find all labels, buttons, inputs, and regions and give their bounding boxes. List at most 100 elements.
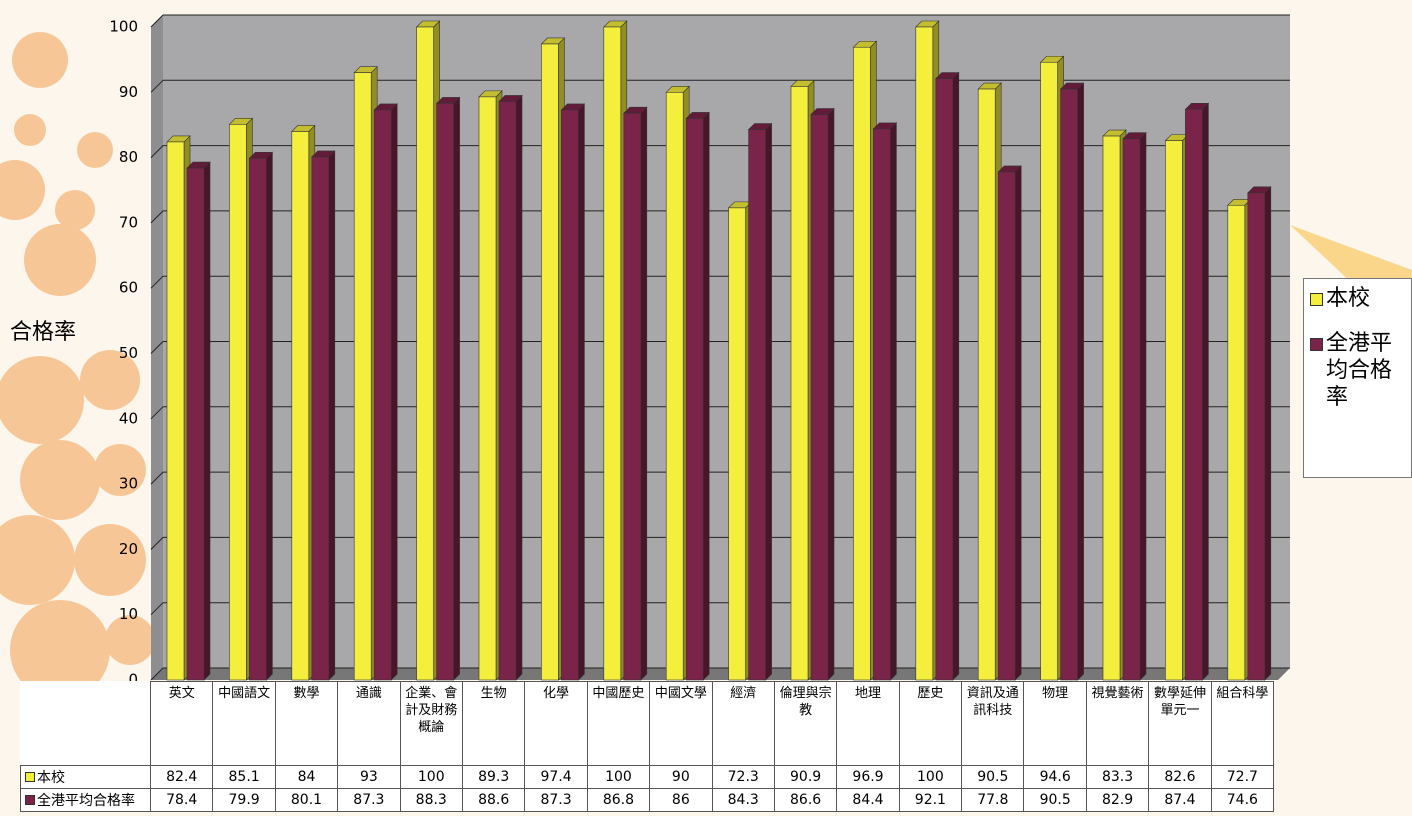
y-tick-label: 50 (119, 344, 138, 362)
y-axis-label: 合格率 (10, 320, 77, 345)
y-tick-label: 100 (109, 18, 138, 36)
x-tick-label: 通識 (337, 681, 401, 766)
grid-line (150, 341, 164, 354)
bar-front (1040, 61, 1058, 681)
value-cell: 84.3 (711, 788, 775, 812)
value-cell: 86.6 (773, 788, 838, 812)
row-label: 全港平均合格率 (20, 788, 151, 812)
value-cell: 88.3 (399, 788, 463, 812)
y-tick-label: 0 (128, 671, 138, 689)
bar (435, 96, 461, 681)
bar-front (229, 123, 247, 681)
y-tick-label: 40 (119, 409, 138, 427)
value-cell: 97.4 (524, 765, 588, 789)
bar-front (853, 46, 871, 681)
value-cell: 88.6 (461, 788, 526, 812)
x-tick-label: 企業、會計及財務概論 (399, 681, 463, 766)
bar (248, 151, 274, 681)
y-tick-label: 70 (119, 213, 138, 231)
bar-front (997, 171, 1016, 681)
value-cell: 84.4 (836, 788, 900, 812)
grid-line (150, 537, 164, 550)
value-cell: 87.4 (1148, 788, 1212, 812)
bar-front (1122, 138, 1141, 681)
x-tick-label: 組合科學 (1210, 681, 1275, 766)
value-cell: 96.9 (836, 765, 900, 789)
bar (1039, 55, 1065, 681)
bar (790, 79, 815, 681)
bar-side (765, 122, 772, 681)
bar (603, 20, 628, 681)
bar (373, 103, 398, 681)
bar (977, 82, 1002, 681)
value-cell: 94.6 (1023, 765, 1087, 789)
bar-front (685, 118, 704, 681)
bar-side (827, 107, 835, 681)
value-cell: 93 (337, 765, 401, 789)
bar-side (1139, 131, 1147, 681)
grid-line (150, 471, 164, 485)
legend-item: 本校 (1308, 285, 1407, 312)
bar (228, 117, 254, 681)
x-tick-label: 中國語文 (212, 681, 276, 766)
bar (1122, 131, 1147, 681)
bar (727, 201, 753, 681)
value-cell: 85.1 (212, 765, 276, 789)
bar (935, 71, 960, 681)
value-cell: 74.6 (1210, 788, 1275, 812)
legend: 本校 全港平均合格率 (1303, 278, 1412, 478)
value-cell: 78.4 (149, 788, 214, 812)
value-cell: 83.3 (1085, 765, 1150, 789)
bar (560, 103, 586, 681)
bar-side (702, 111, 710, 681)
legend-swatch (1310, 293, 1323, 306)
bar-front (1185, 108, 1203, 681)
bar (1184, 102, 1210, 681)
value-cell: 100 (586, 765, 651, 789)
bar (311, 150, 336, 681)
x-tick-label: 生物 (461, 681, 526, 766)
bar-front (1165, 140, 1183, 681)
x-tick-label: 數學 (274, 681, 339, 766)
bar-side (578, 103, 585, 681)
value-cell: 79.9 (212, 788, 276, 812)
bar-side (390, 103, 398, 681)
bar (810, 107, 835, 681)
bar-front (353, 72, 372, 681)
value-cell: 92.1 (898, 788, 963, 812)
bar-side (890, 122, 897, 681)
value-cell: 80.1 (274, 788, 339, 812)
bar-front (561, 109, 579, 681)
bar (166, 135, 191, 681)
x-tick-label: 物理 (1023, 681, 1087, 766)
x-tick-label: 中國文學 (649, 681, 713, 766)
bar-side (1264, 186, 1272, 681)
header-row: 英文 中國語文 數學 通識 企業、會計及財務概論 生物 化學 中國歷史 中國文學 經濟 倫理與宗教地… (21, 681, 1275, 766)
bar (415, 20, 441, 681)
grid-line (150, 667, 164, 681)
bar-side (328, 150, 336, 681)
x-tick-label: 中國歷史 (586, 681, 651, 766)
data-row: 本校 82.4 85.1 84 93 100 89.3 97.4 100 90 72.3 90.9 96… (20, 765, 1275, 789)
value-cell: 90.9 (773, 765, 838, 789)
x-tick-label: 英文 (149, 681, 214, 766)
bar-front (498, 101, 517, 681)
bar-front (623, 112, 642, 681)
value-cell: 86 (649, 788, 713, 812)
x-tick-label: 數學延伸單元一 (1148, 681, 1212, 766)
bar-front (748, 129, 766, 681)
row-label: 本校 (20, 765, 151, 789)
bar-side (515, 94, 523, 681)
bar (1247, 186, 1272, 681)
grid-line (150, 79, 164, 93)
value-cell: 87.3 (337, 788, 401, 812)
bar-front (373, 109, 392, 681)
bar (665, 85, 690, 681)
value-cell: 82.6 (1148, 765, 1212, 789)
bar-front (1247, 192, 1266, 681)
bar-front (873, 128, 891, 681)
value-cell: 90.5 (961, 765, 1025, 789)
bar (291, 124, 316, 681)
value-cell: 89.3 (461, 765, 526, 789)
